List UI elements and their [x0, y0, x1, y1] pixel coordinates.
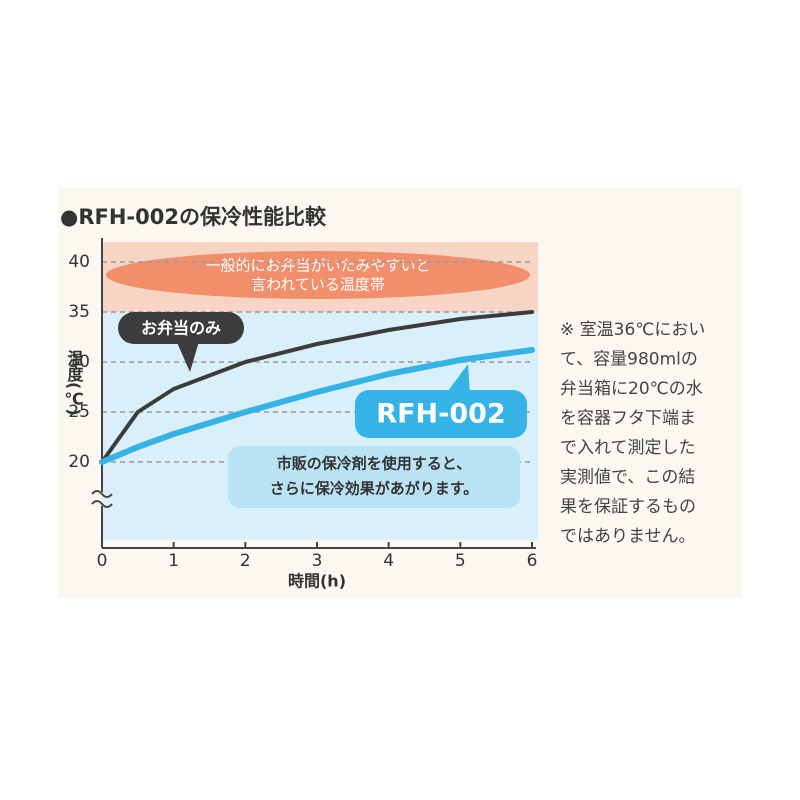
series-line	[99, 347, 535, 465]
annotation: さらに保冷効果があがります。	[270, 480, 479, 498]
chart-title: ●RFH-002の保冷性能比較	[60, 205, 327, 229]
series-label-box	[355, 390, 527, 438]
x-tick-label: 6	[527, 551, 538, 571]
y-tick-label: 35	[68, 302, 90, 322]
annotation: 市販の保冷剤を使用すると、	[277, 455, 471, 473]
y-tick-label: 40	[68, 252, 90, 272]
x-tick-label: 1	[168, 551, 179, 571]
footnote: ※ 室温36℃におい	[560, 320, 705, 340]
annotation-box	[228, 446, 520, 508]
band-callout	[106, 251, 530, 299]
footnote: 実測値で、この結	[560, 468, 695, 488]
footnote: で入れて測定した	[560, 438, 696, 458]
y-axis-label: 温度(℃)	[64, 350, 84, 416]
series-line	[100, 310, 534, 464]
legend-label: お弁当のみ	[141, 319, 221, 338]
label-pointer	[175, 338, 200, 372]
y-tick-label: 30	[68, 352, 90, 372]
x-tick-label: 0	[97, 551, 108, 571]
axis-break	[91, 490, 113, 508]
footnote: を容器フタ下端ま	[560, 409, 696, 429]
label-pointer	[445, 364, 470, 395]
footnote: て、容量980mlの	[560, 350, 698, 370]
x-axis-label: 時間(h)	[288, 572, 346, 591]
footnote: ではありません。	[560, 527, 696, 547]
y-tick-label: 25	[68, 402, 90, 422]
footnote: 果を保証するもの	[560, 497, 696, 517]
legend-label: RFH-002	[376, 399, 505, 430]
footnote: 弁当箱に20℃の水	[560, 379, 703, 399]
band-label: 一般的にお弁当がいたみやすいと	[205, 257, 430, 275]
x-tick-label: 2	[240, 551, 251, 571]
series-label-box	[118, 312, 244, 344]
band-label: 言われている温度帯	[251, 276, 385, 294]
x-tick-label: 5	[455, 551, 466, 571]
x-tick-label: 3	[312, 551, 323, 571]
x-tick-label: 4	[383, 551, 394, 571]
y-tick-label: 20	[68, 452, 90, 472]
